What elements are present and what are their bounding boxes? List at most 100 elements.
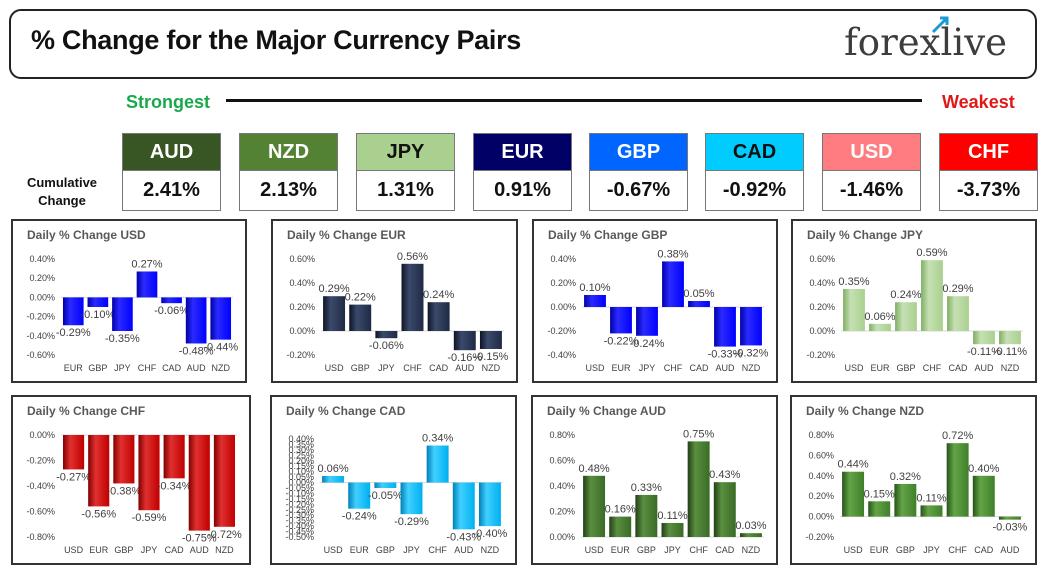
cumulative-change-value: -1.46% [822,170,921,211]
currency-card-aud: AUD 2.41% [122,133,221,211]
data-label: -0.15% [473,351,508,363]
y-tick-label: 0.60% [808,450,834,460]
chart-nzd: Daily % Change NZD 0.80% 0.60% 0.40% 0.20% 0.… [805,404,1027,555]
logo-arrow-icon [931,16,949,34]
data-label: 0.75% [683,428,714,440]
y-tick-label: 0.40% [808,471,834,481]
x-category-label: USD [844,545,864,555]
x-category-label: AUD [190,545,210,555]
x-category-label: AUD [715,363,735,373]
y-tick-label: 0.40% [550,254,576,264]
currency-card-chf: CHF -3.73% [939,133,1038,211]
y-tick-label: -0.20% [286,350,315,360]
x-category-label: EUR [611,545,631,555]
y-tick-label: 0.20% [808,491,834,501]
y-tick-label: 0.00% [29,430,55,440]
y-tick-label: -0.20% [547,326,576,336]
x-category-label: CHF [428,545,447,555]
y-tick-label: 0.25% [288,450,314,460]
data-label: -0.34% [157,480,192,492]
y-tick-label: 0.20% [809,302,835,312]
data-label: 0.10% [579,282,610,294]
currency-card-nzd: NZD 2.13% [239,133,338,211]
chart-cad: Daily % Change CAD0.40%0.35%0.30%0.25%0.… [285,404,507,555]
currency-code: AUD [122,133,221,170]
y-tick-label: -0.60% [26,350,55,360]
x-category-label: USD [585,363,605,373]
x-category-label: GBP [376,545,395,555]
panel-jpy: Daily % Change JPY 0.60% 0.40% 0.20% 0.00% -0… [791,219,1037,383]
x-category-label: NZD [742,363,761,373]
currency-code: CHF [939,133,1038,170]
x-category-label: AUD [455,363,475,373]
bar-chf [401,263,424,331]
data-label: 0.05% [683,288,714,300]
x-category-label: CHF [138,363,157,373]
y-tick-label: 0.60% [549,456,575,466]
data-label: 0.11% [916,492,947,504]
cumulative-change-value: 1.31% [356,170,455,211]
data-label: 0.16% [605,504,636,516]
bar-cad [161,297,182,304]
bar-chf [946,443,969,517]
x-category-label: GBP [896,363,915,373]
y-tick-label: -0.80% [26,532,55,542]
chart-usd: Daily % Change USD0.40%0.20%0.00%-0.20%-… [26,228,238,373]
x-category-label: CHF [664,363,683,373]
bar-cad [163,435,185,479]
y-tick-label: 0.80% [808,430,834,440]
data-label: -0.32% [734,347,769,359]
data-label: -0.48% [179,345,214,357]
y-tick-label: -0.10% [285,488,314,498]
bar-nzd [479,331,502,349]
bar-nzd [739,533,762,537]
x-category-label: JPY [639,363,656,373]
x-category-label: CHF [403,363,422,373]
panel-chf: Daily % Change CHF 0.00% -0.20% -0.40% -0.60… [11,395,251,565]
bar-chf [426,445,449,483]
y-tick-label: 0.20% [549,507,575,517]
x-category-label: USD [324,545,344,555]
bar-nzd [999,331,1021,345]
bar-chf [136,271,158,298]
currency-code: EUR [473,133,572,170]
data-label: -0.29% [56,327,91,339]
y-tick-label: -0.40% [26,331,55,341]
data-label: 0.06% [864,311,895,323]
data-label: -0.10% [80,309,115,321]
bar-eur [62,297,84,326]
x-category-label: JPY [378,363,395,373]
y-tick-label: 0.00% [549,532,575,542]
x-category-label: JPY [403,545,420,555]
data-label: -0.56% [81,508,116,520]
currency-card-gbp: GBP -0.67% [589,133,688,211]
bar-jpy [400,482,423,515]
bar-aud [185,297,207,344]
bar-usd [63,435,85,470]
x-category-label: AUD [187,363,207,373]
bar-cad [947,296,969,331]
data-label: 0.29% [318,283,349,295]
x-category-label: GBP [114,545,133,555]
data-label: -0.22% [604,335,639,347]
bar-eur [868,501,891,517]
y-tick-label: 0.60% [809,254,835,264]
data-label: -0.33% [708,349,743,361]
bar-nzd [478,482,501,527]
x-category-label: NZD [481,545,500,555]
x-category-label: AUD [454,545,474,555]
data-label: 0.40% [968,463,999,475]
y-tick-label: -0.20% [806,350,835,360]
bar-usd [843,289,865,331]
x-category-label: CHF [689,545,708,555]
chart-title: Daily % Change JPY [807,228,923,242]
y-tick-label: -0.40% [547,350,576,360]
bar-gbp [894,483,917,517]
y-tick-label: -0.30% [285,510,314,520]
x-category-label: CAD [689,363,709,373]
strength-scale-rule [226,99,922,102]
data-label: -0.16% [447,352,482,364]
data-label: 0.03% [735,520,766,532]
currency-code: JPY [356,133,455,170]
bar-cad [427,302,450,331]
